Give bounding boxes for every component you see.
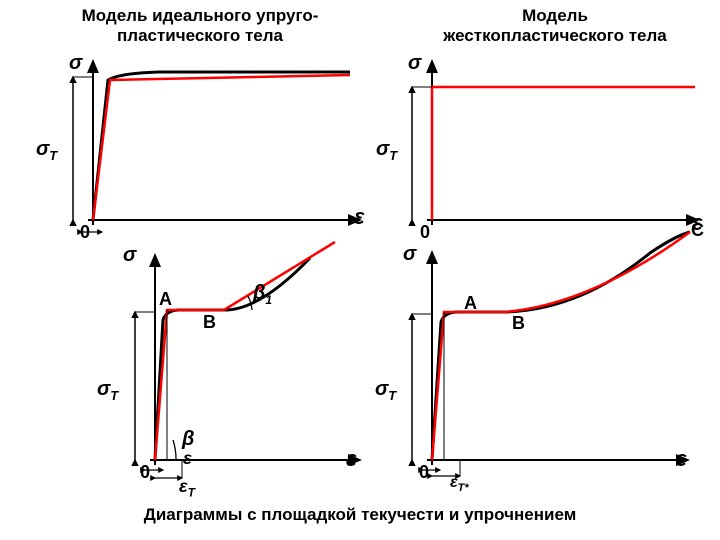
B-label-br: B <box>512 313 525 334</box>
eps-Tstar-label-br: εT* <box>450 474 469 494</box>
sigma-T-label-br: σT <box>375 378 396 403</box>
zero-label-br: 0 <box>419 462 429 483</box>
epsilon-label-br: ε <box>676 446 687 472</box>
panel-yield-hardening-right <box>0 0 720 540</box>
C-label-br: C <box>691 220 704 241</box>
A-label-br: A <box>464 293 477 314</box>
sigma-axis-label-br: σ <box>403 243 416 266</box>
